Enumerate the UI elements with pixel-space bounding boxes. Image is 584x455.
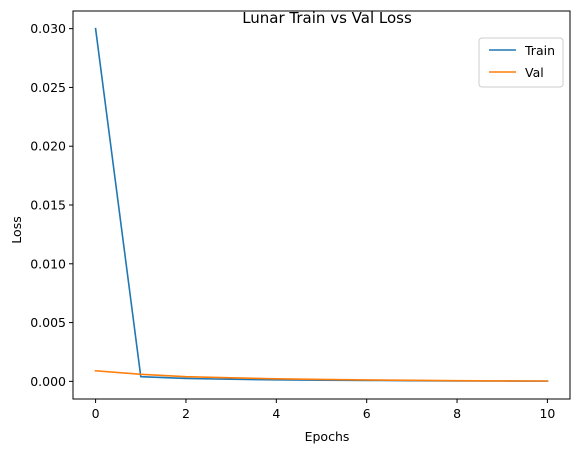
y-axis-label: Loss [9,216,24,243]
y-tick-label: 0.010 [30,256,66,271]
y-tick-label: 0.005 [30,315,66,330]
series-layer [94,27,549,382]
legend-label-train: Train [524,43,555,58]
x-tick-label: 4 [272,406,280,421]
x-tick-label: 8 [453,406,461,421]
y-tick-label: 0.000 [30,374,66,389]
x-axis-label: Epochs [305,429,350,444]
y-axis: 0.000 0.005 0.010 0.015 0.020 0.025 0.030 [30,21,73,389]
legend-label-val: Val [525,65,544,80]
x-tick-label: 2 [182,406,190,421]
y-tick-label: 0.020 [30,139,66,154]
x-tick-label: 10 [539,406,555,421]
y-tick-label: 0.025 [30,80,66,95]
x-tick-label: 6 [363,406,371,421]
legend: Train Val [478,37,564,88]
y-tick-label: 0.015 [30,198,66,213]
x-tick-label: 0 [92,406,100,421]
chart-title: Lunar Train vs Val Loss [242,9,412,27]
y-tick-label: 0.030 [30,21,66,36]
x-axis: 0 2 4 6 8 10 [92,399,555,421]
series-line-val [94,369,549,382]
